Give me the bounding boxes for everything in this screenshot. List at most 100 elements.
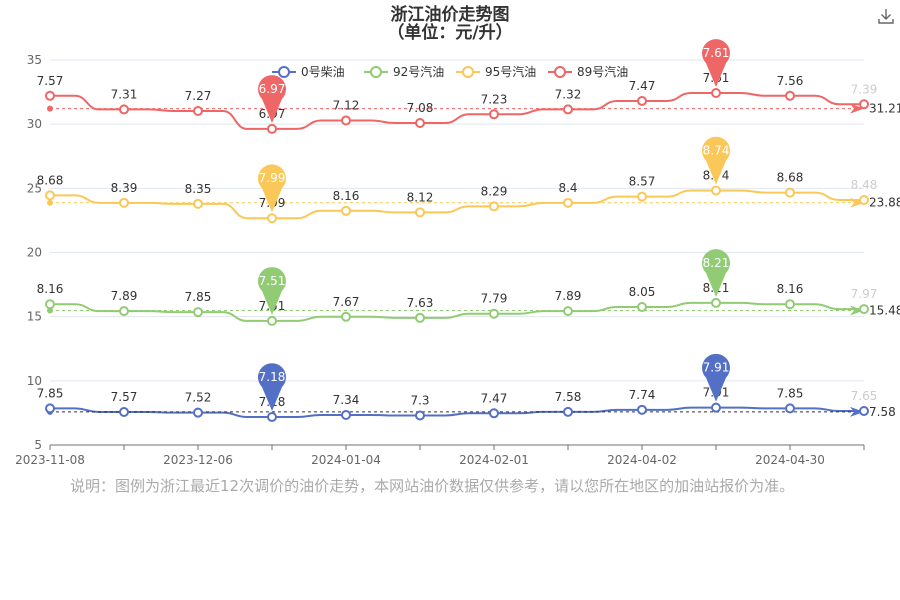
data-label: 8.29 bbox=[481, 184, 508, 198]
x-tick-label: 2024-02-01 bbox=[459, 453, 529, 467]
legend-label: 92号汽油 bbox=[393, 64, 444, 79]
data-point bbox=[711, 185, 721, 196]
download-icon bbox=[878, 9, 894, 24]
data-point bbox=[45, 90, 55, 101]
data-point bbox=[267, 315, 277, 326]
data-point bbox=[489, 308, 499, 319]
data-point bbox=[267, 412, 277, 423]
max-pin: 8.21 bbox=[702, 249, 731, 297]
data-point bbox=[119, 306, 129, 317]
x-tick-label: 2024-04-02 bbox=[607, 453, 677, 467]
data-point bbox=[563, 406, 573, 417]
data-label: 7.57 bbox=[37, 74, 64, 88]
data-label: 7.63 bbox=[407, 296, 434, 310]
chart-subtitle: （单位：元/升） bbox=[387, 22, 512, 43]
y-tick-label: 15 bbox=[27, 310, 42, 324]
legend-label: 95号汽油 bbox=[485, 64, 536, 79]
data-point bbox=[341, 205, 351, 216]
series-0: 7.587.857.577.527.187.347.37.477.587.747… bbox=[37, 386, 896, 423]
data-point bbox=[563, 197, 573, 208]
data-label: 7.74 bbox=[629, 388, 656, 402]
average-value-label: 7.58 bbox=[869, 405, 896, 419]
data-point bbox=[193, 407, 203, 418]
data-label: 8.05 bbox=[629, 285, 656, 299]
y-tick-label: 25 bbox=[27, 181, 42, 195]
series-line bbox=[50, 91, 864, 130]
data-point bbox=[711, 87, 721, 98]
data-point bbox=[859, 405, 869, 416]
y-tick-label: 30 bbox=[27, 117, 42, 131]
data-label: 7.12 bbox=[333, 98, 360, 112]
y-tick-label: 35 bbox=[27, 53, 42, 67]
min-pin: 7.18 bbox=[258, 363, 287, 412]
data-label: 8.68 bbox=[37, 173, 64, 187]
min-pin: 7.99 bbox=[258, 164, 287, 213]
data-point bbox=[193, 307, 203, 318]
series-line bbox=[50, 301, 864, 322]
legend-label: 89号汽油 bbox=[577, 64, 628, 79]
data-point bbox=[785, 403, 795, 414]
data-label: 8.12 bbox=[407, 190, 434, 204]
series-3: 31.21 7.57 7.31 7.27 6.97 7.12 7.08 7.23 7.32 7.4… bbox=[37, 71, 900, 134]
max-pin-shape bbox=[702, 136, 730, 185]
legend-item: 89号汽油 bbox=[548, 64, 628, 79]
data-label: 8.16 bbox=[37, 282, 64, 296]
min-pin-label: 7.99 bbox=[259, 171, 286, 185]
data-label: 7.67 bbox=[333, 295, 360, 309]
data-point bbox=[785, 299, 795, 310]
min-pin-label: 6.97 bbox=[259, 82, 286, 96]
data-point bbox=[859, 195, 869, 206]
min-pin-label: 7.51 bbox=[259, 274, 286, 288]
data-label: 7.85 bbox=[37, 386, 64, 400]
data-point bbox=[859, 99, 869, 110]
data-label: 8.48 bbox=[851, 178, 878, 192]
average-arrow bbox=[850, 197, 864, 208]
x-tick-label: 2023-12-06 bbox=[163, 453, 233, 467]
series-line bbox=[50, 189, 864, 220]
data-point bbox=[711, 297, 721, 308]
max-pin-label: 8.21 bbox=[703, 256, 730, 270]
legend-item: 92号汽油 bbox=[364, 64, 444, 79]
data-label: 8.57 bbox=[629, 175, 656, 189]
data-label: 7.57 bbox=[111, 390, 138, 404]
data-label: 8.68 bbox=[777, 171, 804, 185]
max-pin: 8.74 bbox=[702, 136, 730, 185]
data-point bbox=[341, 311, 351, 322]
data-point bbox=[119, 197, 129, 208]
max-pin-shape bbox=[702, 39, 730, 87]
series-1: 15.488.167.897.857.517.677.637.797.898.0… bbox=[37, 281, 900, 326]
data-point bbox=[45, 299, 55, 310]
average-arrow bbox=[850, 406, 864, 417]
data-label: 7.58 bbox=[555, 390, 582, 404]
data-label: 7.89 bbox=[555, 289, 582, 303]
data-point bbox=[859, 304, 869, 315]
data-label: 7.34 bbox=[333, 393, 360, 407]
x-tick-label: 2024-04-30 bbox=[755, 453, 825, 467]
data-label: 7.97 bbox=[851, 287, 878, 301]
average-start-dot bbox=[47, 199, 53, 206]
min-pin-shape bbox=[258, 267, 287, 315]
max-pin-label: 7.91 bbox=[703, 361, 730, 375]
legend-item: 95号汽油 bbox=[456, 64, 536, 79]
data-point bbox=[119, 407, 129, 418]
data-point bbox=[563, 104, 573, 115]
x-tick-label: 2023-11-08 bbox=[15, 453, 85, 467]
download-button[interactable] bbox=[876, 6, 896, 26]
y-tick-label: 10 bbox=[27, 374, 42, 388]
min-pin: 6.97 bbox=[258, 75, 287, 123]
min-pin-shape bbox=[258, 75, 287, 123]
data-label: 7.47 bbox=[481, 391, 508, 405]
average-start-dot bbox=[47, 307, 53, 314]
data-point bbox=[415, 410, 425, 421]
x-tick-label: 2024-01-04 bbox=[311, 453, 381, 467]
data-label: 7.85 bbox=[777, 386, 804, 400]
data-label: 7.79 bbox=[481, 292, 508, 306]
legend-marker bbox=[370, 66, 382, 78]
max-pin: 7.61 bbox=[702, 39, 730, 87]
data-label: 8.4 bbox=[558, 181, 577, 195]
data-label: 7.89 bbox=[111, 289, 138, 303]
data-label: 8.16 bbox=[777, 282, 804, 296]
data-point bbox=[45, 190, 55, 201]
data-point bbox=[711, 402, 721, 413]
data-label: 7.08 bbox=[407, 101, 434, 115]
